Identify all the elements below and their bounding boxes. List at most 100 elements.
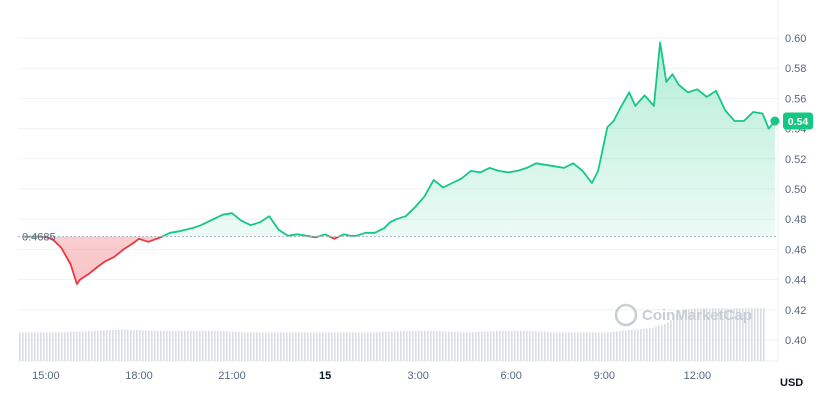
volume-bar <box>109 330 111 361</box>
volume-bar <box>427 330 429 361</box>
volume-bar <box>226 331 228 361</box>
x-tick-label: 21:00 <box>218 370 246 382</box>
volume-bar <box>280 332 282 361</box>
volume-bar <box>136 330 138 361</box>
y-tick-label: 0.58 <box>785 63 806 75</box>
volume-bar <box>451 331 453 361</box>
volume-bar <box>550 332 552 361</box>
volume-bar <box>466 332 468 361</box>
watermark: CoinMarketCap <box>614 303 752 327</box>
volume-bar <box>691 308 693 361</box>
volume-bar <box>343 332 345 361</box>
volume-bar <box>628 330 630 361</box>
volume-bar <box>298 332 300 361</box>
volume-bar <box>34 332 36 361</box>
y-tick-label: 0.40 <box>785 335 806 347</box>
volume-bar <box>763 308 765 361</box>
volume-bar <box>385 331 387 361</box>
volume-bar <box>400 331 402 361</box>
volume-bar <box>709 308 711 361</box>
volume-bar <box>586 332 588 361</box>
volume-bar <box>592 332 594 361</box>
volume-bar <box>436 331 438 361</box>
volume-bar <box>487 331 489 361</box>
volume-bar <box>379 332 381 361</box>
volume-bar <box>265 332 267 361</box>
volume-bar <box>46 332 48 361</box>
volume-bar <box>409 330 411 361</box>
volume-bar <box>250 332 252 361</box>
volume-bar <box>232 331 234 361</box>
volume-bar <box>418 330 420 361</box>
volume-bar <box>655 326 657 361</box>
volume-bar <box>532 331 534 361</box>
volume-bar <box>43 332 45 361</box>
volume-bar <box>61 332 63 361</box>
volume-bar <box>157 330 159 361</box>
volume-bar <box>295 332 297 361</box>
volume-bar <box>361 332 363 361</box>
volume-bar <box>547 331 549 361</box>
volume-bar <box>163 330 165 361</box>
volume-bar <box>160 330 162 361</box>
volume-bar <box>304 332 306 361</box>
volume-bar <box>631 329 633 361</box>
volume-bar <box>403 330 405 361</box>
volume-bar <box>463 332 465 361</box>
volume-bar <box>58 332 60 361</box>
volume-bar <box>241 332 243 361</box>
volume-bar <box>727 308 729 361</box>
volume-bar <box>412 330 414 361</box>
volume-bar <box>301 332 303 361</box>
volume-bar <box>706 308 708 361</box>
volume-bar <box>421 330 423 361</box>
volume-bar <box>760 308 762 361</box>
volume-bar <box>484 331 486 361</box>
y-tick-label: 0.42 <box>785 305 806 317</box>
watermark-text: CoinMarketCap <box>642 307 752 324</box>
volume-bar <box>82 331 84 361</box>
volume-bar <box>598 332 600 361</box>
volume-bar <box>742 308 744 361</box>
volume-bar <box>391 331 393 361</box>
volume-bar <box>346 332 348 361</box>
volume-bar <box>607 332 609 361</box>
volume-bar <box>178 330 180 361</box>
volume-bar <box>319 332 321 361</box>
volume-bar <box>700 308 702 361</box>
volume-bar <box>460 332 462 361</box>
volume-bar <box>445 331 447 361</box>
volume-bar <box>619 331 621 361</box>
volume-bar <box>133 329 135 361</box>
volume-bar <box>604 332 606 361</box>
volume-bar <box>574 332 576 361</box>
volume-bar <box>502 330 504 361</box>
volume-bar <box>325 332 327 361</box>
volume-bar <box>70 332 72 361</box>
volume-bar <box>520 330 522 361</box>
volume-bar <box>244 332 246 361</box>
volume-bar <box>307 332 309 361</box>
volume-bar <box>544 331 546 361</box>
volume-bar <box>85 331 87 361</box>
price-series <box>24 41 776 285</box>
volume-bar <box>202 330 204 361</box>
volume-bar <box>397 331 399 361</box>
volume-bar <box>328 332 330 361</box>
volume-bar <box>697 308 699 361</box>
volume-bar <box>313 332 315 361</box>
volume-bar <box>745 308 747 361</box>
volume-bar <box>55 332 57 361</box>
volume-bar <box>235 331 237 361</box>
volume-bar <box>493 331 495 361</box>
volume-bar <box>37 332 39 361</box>
price-line-up <box>24 41 776 237</box>
volume-bar <box>229 331 231 361</box>
volume-bar <box>718 308 720 361</box>
volume-bar <box>28 332 30 361</box>
volume-bar <box>616 331 618 361</box>
volume-bar <box>340 332 342 361</box>
volume-bar <box>442 331 444 361</box>
volume-bar <box>166 330 168 361</box>
